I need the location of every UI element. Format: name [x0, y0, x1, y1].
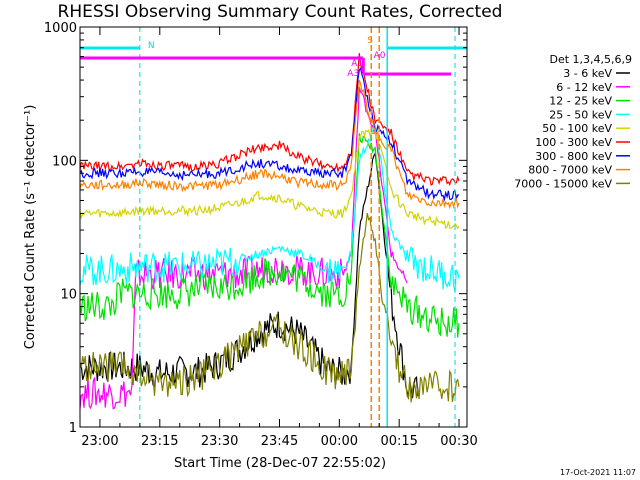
annotation-label: S [367, 36, 373, 46]
series-layer [79, 53, 460, 410]
x-tick-label: 00:00 [321, 434, 358, 449]
x-tick-label: 00:30 [440, 434, 477, 449]
legend-label: 300 - 800 keV [535, 150, 612, 163]
y-axis: 1 10 100 1000 [44, 21, 467, 436]
legend-label: 7000 - 15000 keV [514, 177, 612, 190]
x-axis: 23:00 23:15 23:30 23:45 00:00 00:15 00:30 [79, 27, 478, 449]
y-tick-label: 1 [69, 421, 77, 436]
series-line-100-300-kev [79, 53, 460, 187]
annotation-label: N [148, 41, 155, 51]
y-tick-label: 100 [52, 154, 77, 169]
legend-label: 800 - 7000 keV [528, 164, 612, 177]
annotation-label: A0 [374, 51, 386, 61]
y-tick-label: 1000 [44, 21, 77, 36]
footer-date: 17-Oct-2021 11:07 [560, 468, 636, 477]
y-tick-label: 10 [60, 288, 77, 303]
x-axis-label: Start Time (28-Dec-07 22:55:02) [174, 456, 386, 471]
x-tick-label: 23:15 [141, 434, 178, 449]
x-tick-label: 23:00 [81, 434, 118, 449]
legend-label: 12 - 25 keV [549, 95, 612, 108]
legend-label: 3 - 6 keV [563, 67, 612, 80]
annotation-label: A3 [347, 69, 359, 79]
series-line-300-800-kev [79, 66, 459, 202]
annotation-label: A1 [351, 59, 363, 69]
series-line-25-50-kev [79, 125, 460, 293]
y-axis-label: Corrected Count Rate (s⁻¹ detector⁻¹) [23, 105, 38, 350]
legend-label: 25 - 50 keV [549, 108, 612, 121]
plot-frame [79, 26, 468, 428]
annotation-layer: N S A1 A0 A3 [79, 27, 467, 427]
series-line-12-25-kev [79, 133, 460, 338]
x-tick-label: 23:45 [261, 434, 298, 449]
x-tick-label: 23:30 [201, 434, 238, 449]
legend-label: 6 - 12 keV [556, 81, 612, 94]
x-tick-label: 00:15 [380, 434, 417, 449]
legend-title: Det 1,3,4,5,6,9 [549, 53, 632, 66]
series-line-3-6-kev [79, 151, 420, 399]
series-line-800-7000-kev [79, 79, 460, 210]
series-line-7000-15000-kev [79, 212, 460, 403]
chart-title: RHESSI Observing Summary Count Rates, Co… [58, 2, 503, 22]
legend-label: 50 - 100 keV [542, 122, 612, 135]
series-line-50-100-kev [79, 129, 460, 230]
legend-label: 100 - 300 keV [535, 136, 612, 149]
